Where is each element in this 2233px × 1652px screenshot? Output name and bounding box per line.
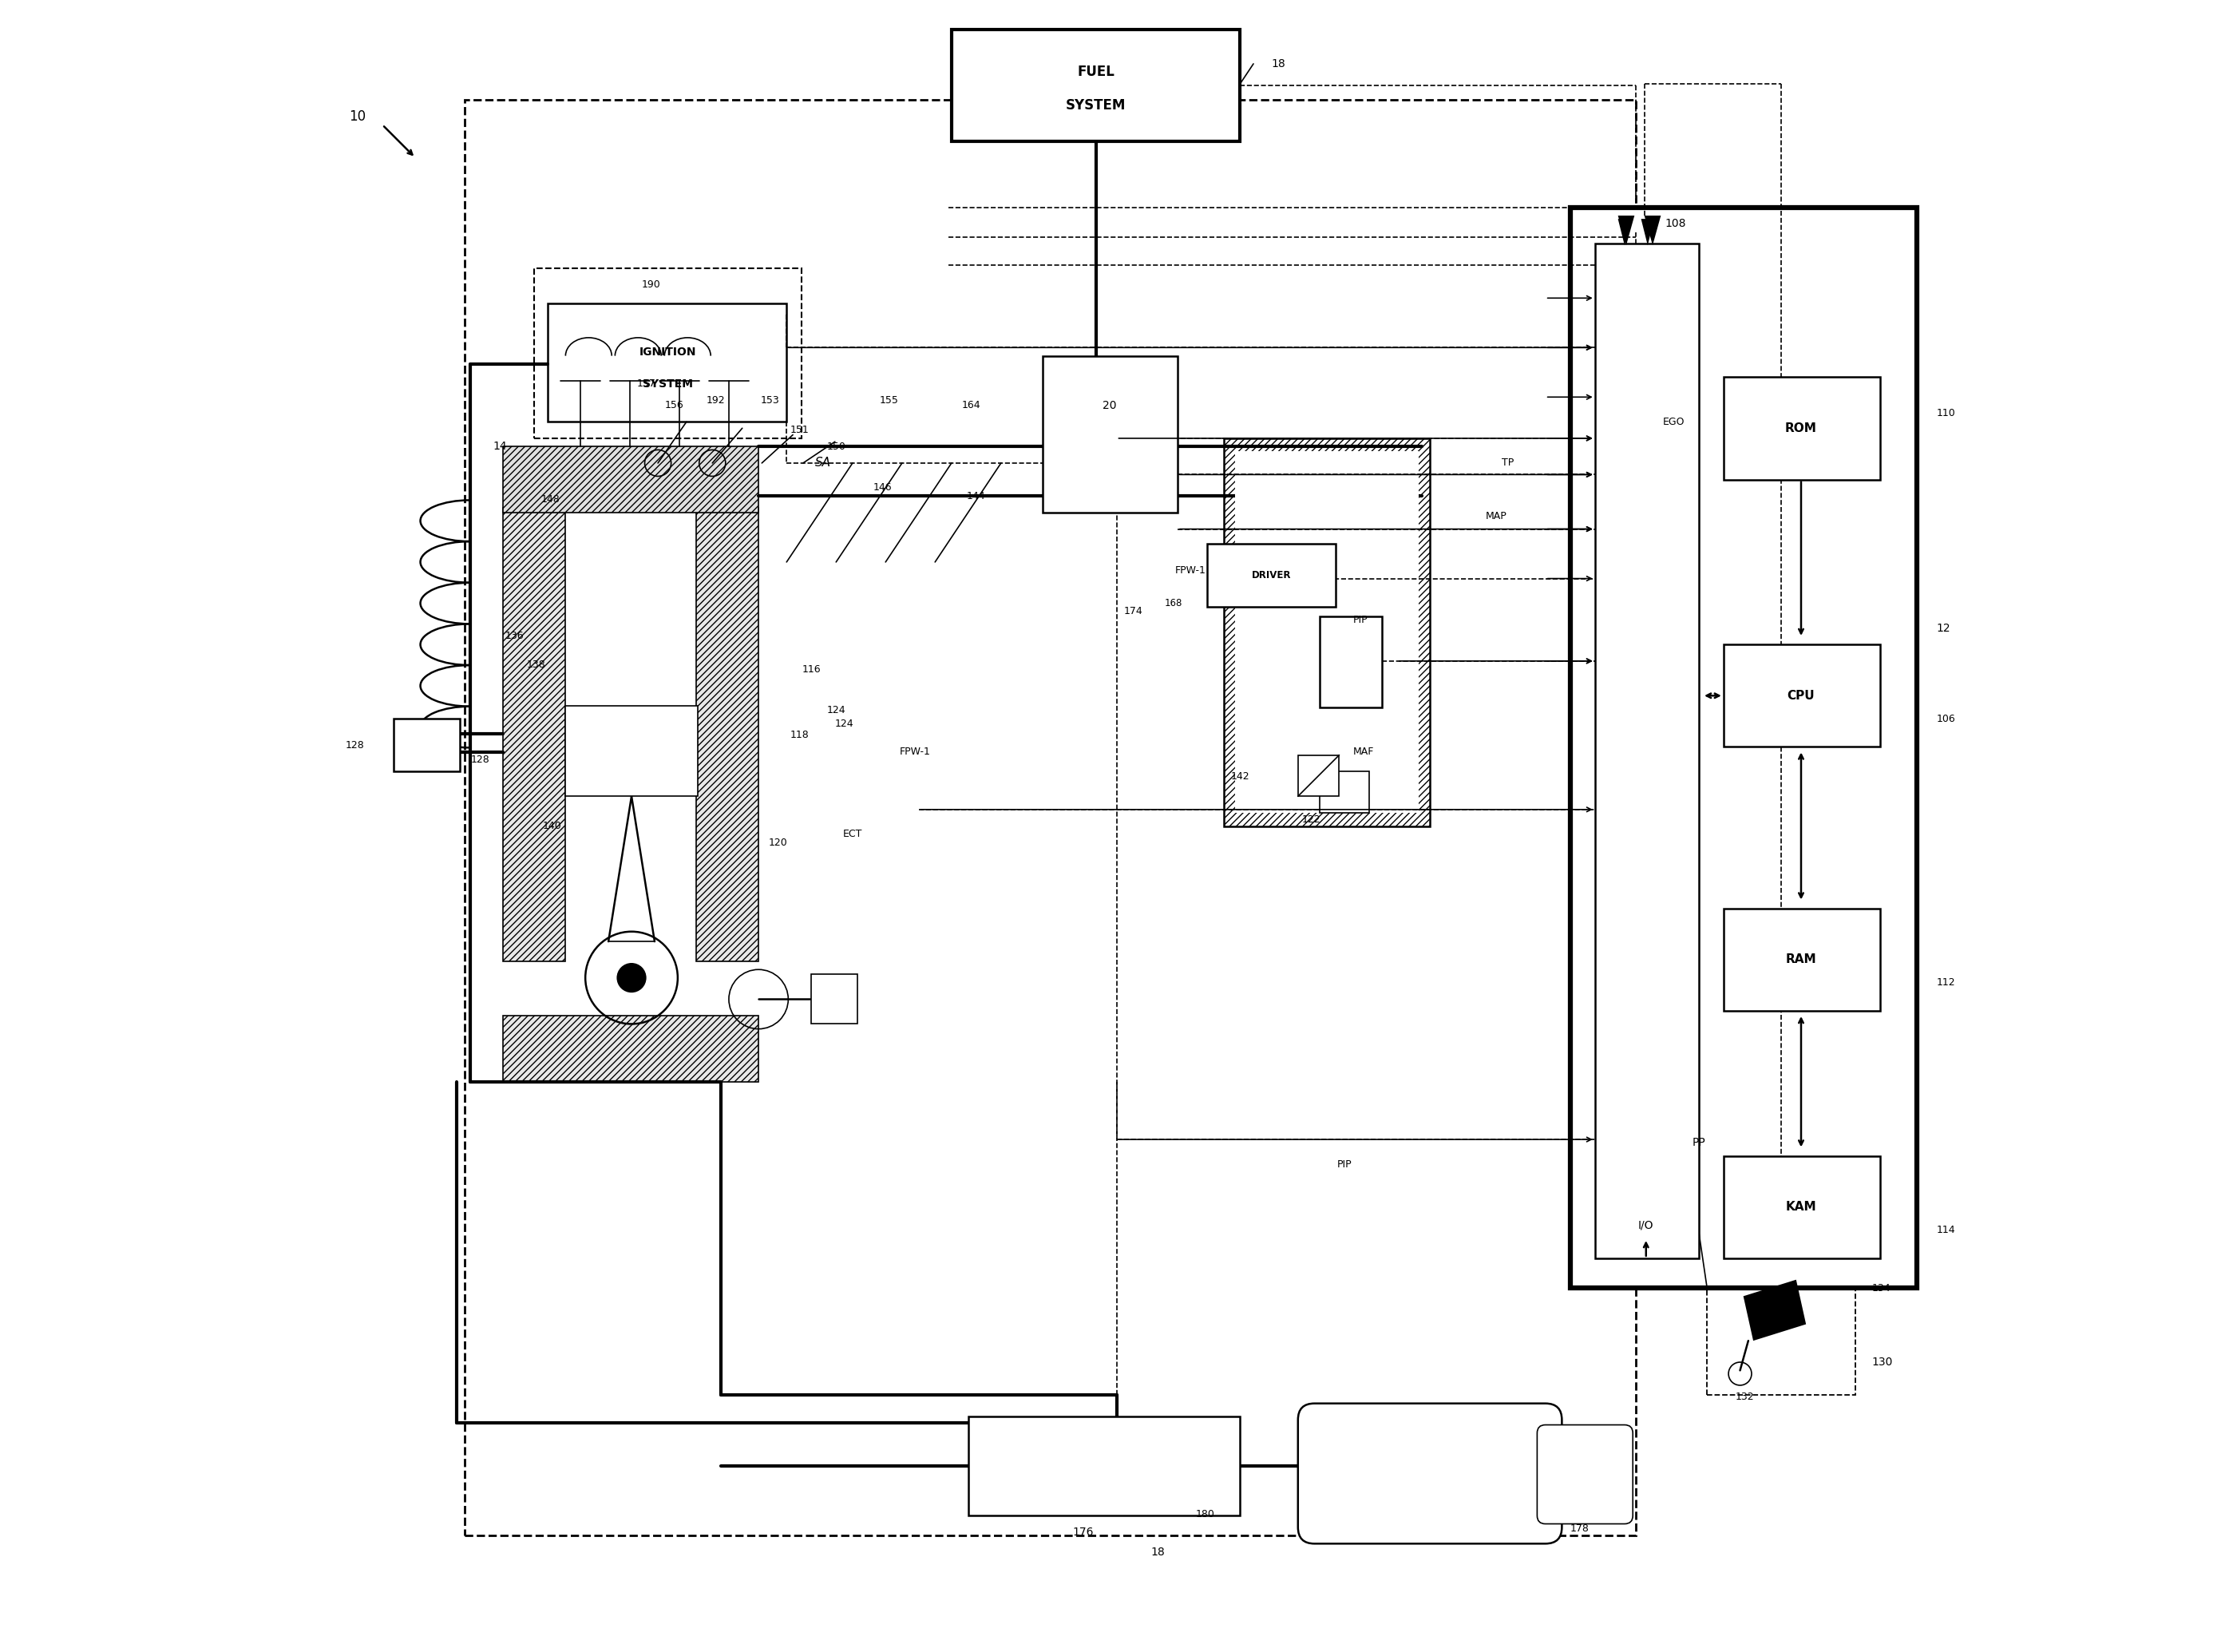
Text: PIP: PIP — [1353, 615, 1369, 624]
Text: ECT: ECT — [842, 829, 862, 839]
Text: 124: 124 — [826, 705, 846, 715]
Text: 132: 132 — [1735, 1391, 1753, 1403]
Text: 106: 106 — [1936, 714, 1956, 724]
Text: 192: 192 — [706, 395, 726, 405]
FancyBboxPatch shape — [969, 1417, 1239, 1515]
FancyBboxPatch shape — [1208, 544, 1335, 606]
Text: MAP: MAP — [1485, 510, 1507, 520]
FancyBboxPatch shape — [1724, 1156, 1880, 1259]
Polygon shape — [1643, 215, 1661, 244]
Text: 164: 164 — [962, 400, 980, 410]
Text: SYSTEM: SYSTEM — [643, 378, 692, 390]
Text: 128: 128 — [471, 755, 489, 765]
Text: 12: 12 — [1936, 623, 1949, 634]
Text: 168: 168 — [1166, 598, 1183, 608]
Text: 140: 140 — [543, 821, 563, 831]
FancyBboxPatch shape — [502, 1016, 759, 1082]
Polygon shape — [1744, 1280, 1806, 1341]
Text: 144: 144 — [967, 491, 985, 501]
Text: PP: PP — [1693, 1137, 1706, 1148]
Text: 112: 112 — [1936, 978, 1956, 988]
Text: FPW-1: FPW-1 — [900, 747, 931, 757]
Text: 151: 151 — [790, 425, 808, 434]
Text: RAM: RAM — [1786, 953, 1815, 966]
Text: 150: 150 — [826, 441, 846, 451]
Text: 130: 130 — [1871, 1356, 1894, 1368]
Text: 136: 136 — [505, 631, 525, 641]
Text: 122: 122 — [1302, 814, 1320, 824]
Text: MAF: MAF — [1353, 747, 1376, 757]
Text: 116: 116 — [802, 664, 822, 674]
Text: 134: 134 — [1871, 1282, 1891, 1294]
Text: SYSTEM: SYSTEM — [1065, 97, 1125, 112]
FancyBboxPatch shape — [393, 719, 460, 771]
Text: KAM: KAM — [1786, 1201, 1815, 1213]
Text: 138: 138 — [527, 659, 545, 669]
FancyBboxPatch shape — [1297, 755, 1340, 796]
Polygon shape — [1619, 218, 1630, 244]
Text: 10: 10 — [348, 109, 366, 124]
FancyBboxPatch shape — [1297, 1404, 1561, 1543]
Text: 178: 178 — [1570, 1523, 1590, 1535]
Text: 108: 108 — [1666, 218, 1686, 230]
Text: 114: 114 — [1936, 1226, 1956, 1236]
Text: 174: 174 — [1123, 606, 1143, 616]
Bar — [464, 101, 1637, 1535]
Text: 176: 176 — [1072, 1526, 1094, 1538]
FancyBboxPatch shape — [1235, 451, 1418, 813]
FancyBboxPatch shape — [1536, 1426, 1632, 1523]
FancyBboxPatch shape — [1724, 377, 1880, 479]
FancyBboxPatch shape — [1224, 438, 1429, 826]
Text: 18: 18 — [1150, 1546, 1166, 1558]
FancyBboxPatch shape — [1724, 644, 1880, 747]
Text: TP: TP — [1501, 458, 1514, 468]
FancyBboxPatch shape — [1570, 208, 1916, 1289]
Text: ROM: ROM — [1784, 423, 1818, 434]
Text: 110: 110 — [1936, 408, 1956, 418]
Text: 14: 14 — [493, 441, 507, 453]
Text: 118: 118 — [790, 730, 808, 740]
Text: DRIVER: DRIVER — [1253, 570, 1291, 580]
FancyBboxPatch shape — [1320, 616, 1382, 707]
Circle shape — [616, 963, 645, 993]
Text: 20: 20 — [1103, 400, 1116, 411]
Polygon shape — [1641, 218, 1655, 244]
FancyBboxPatch shape — [502, 446, 759, 512]
Text: 128: 128 — [346, 740, 364, 750]
Text: 146: 146 — [873, 482, 891, 492]
Text: 142: 142 — [1230, 771, 1250, 781]
FancyBboxPatch shape — [1043, 355, 1177, 512]
Text: I/O: I/O — [1639, 1219, 1655, 1231]
Text: 157: 157 — [636, 378, 657, 390]
Text: 156: 156 — [665, 400, 683, 410]
Text: FUEL: FUEL — [1076, 64, 1114, 79]
Text: PIP: PIP — [1338, 1160, 1351, 1170]
Text: CPU: CPU — [1786, 689, 1815, 702]
Text: FPW-1: FPW-1 — [1175, 565, 1206, 575]
Polygon shape — [1619, 215, 1635, 244]
FancyBboxPatch shape — [1594, 243, 1699, 1259]
Text: 18: 18 — [1271, 58, 1286, 69]
Text: 153: 153 — [761, 395, 779, 405]
Text: 155: 155 — [880, 395, 898, 405]
FancyBboxPatch shape — [1320, 771, 1369, 813]
FancyBboxPatch shape — [502, 507, 565, 961]
FancyBboxPatch shape — [547, 302, 786, 421]
FancyBboxPatch shape — [697, 507, 759, 961]
Text: 190: 190 — [641, 279, 661, 291]
Bar — [1706, 1251, 1856, 1396]
FancyBboxPatch shape — [565, 705, 697, 796]
Text: SA: SA — [815, 458, 831, 469]
Text: IGNITION: IGNITION — [639, 347, 697, 358]
Text: 120: 120 — [768, 838, 788, 847]
Text: EGO: EGO — [1664, 416, 1686, 426]
Bar — [534, 268, 802, 438]
Text: 148: 148 — [540, 494, 560, 504]
FancyBboxPatch shape — [951, 30, 1239, 142]
Text: 124: 124 — [835, 719, 853, 729]
Text: 180: 180 — [1195, 1508, 1215, 1520]
FancyBboxPatch shape — [1724, 909, 1880, 1011]
FancyBboxPatch shape — [811, 975, 857, 1024]
